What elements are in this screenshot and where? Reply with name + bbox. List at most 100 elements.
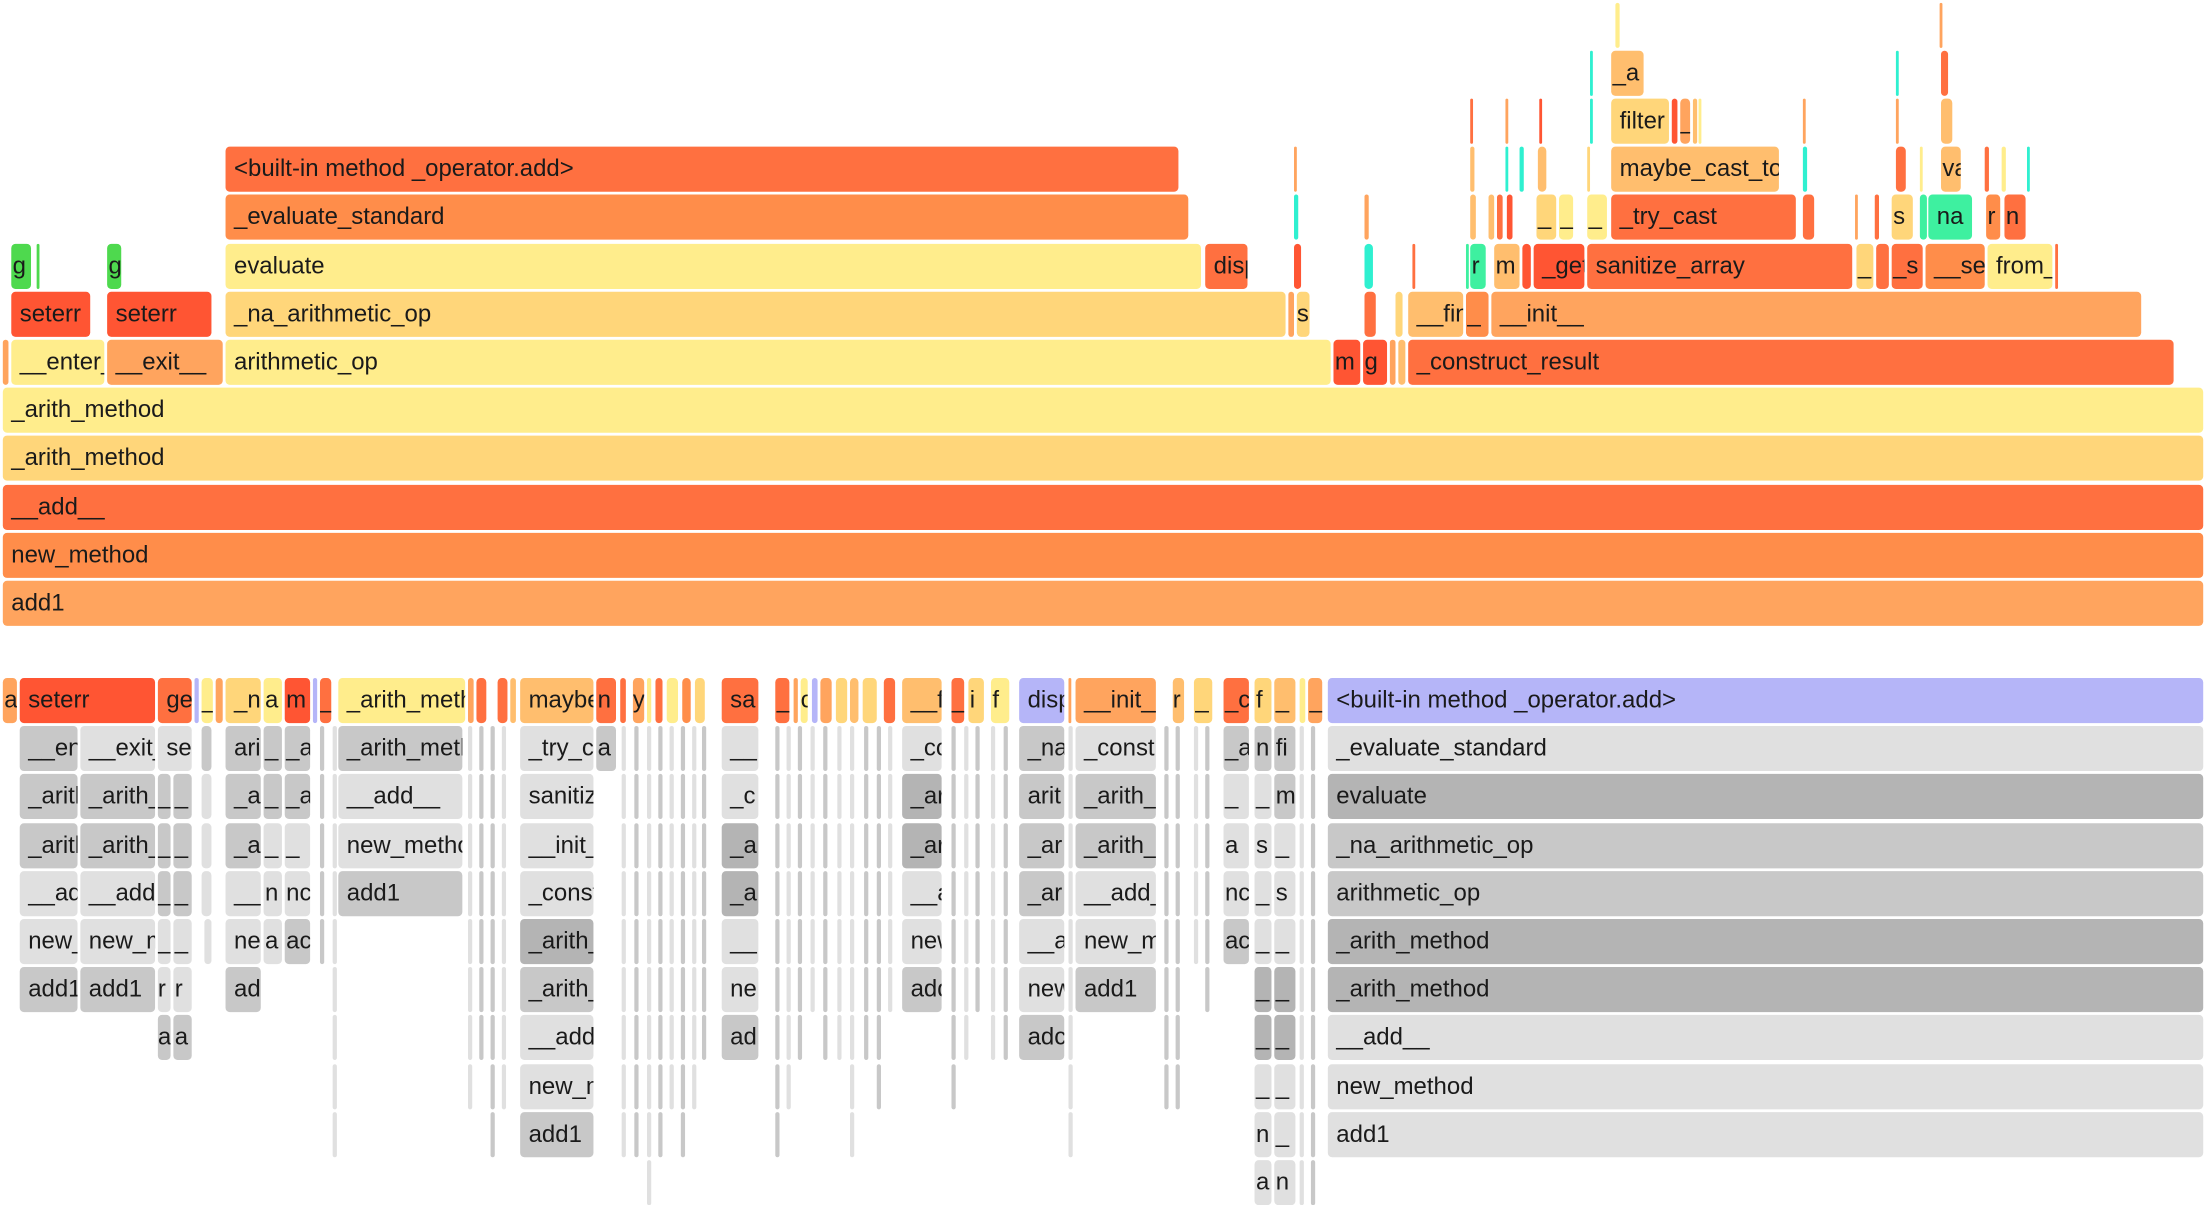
- icicle-frame[interactable]: __: [721, 726, 759, 772]
- icicle-frame[interactable]: _: [263, 774, 282, 820]
- icicle-sliver-frame[interactable]: [621, 726, 626, 772]
- icicle-frame[interactable]: _: [951, 678, 965, 724]
- icicle-sliver-frame[interactable]: [658, 919, 663, 965]
- icicle-sliver-frame[interactable]: [1175, 822, 1180, 868]
- icicle-frame[interactable]: [849, 678, 859, 724]
- flame-frame[interactable]: [2027, 146, 2030, 192]
- icicle-frame[interactable]: [666, 678, 679, 724]
- icicle-sliver-frame[interactable]: [680, 919, 686, 965]
- flame-frame[interactable]: [1874, 195, 1879, 241]
- icicle-sliver-frame[interactable]: [837, 1015, 842, 1061]
- flame-frame[interactable]: n: [2004, 195, 2026, 241]
- icicle-sliver-frame[interactable]: [490, 1111, 495, 1157]
- icicle-sliver-frame[interactable]: [1003, 1015, 1008, 1061]
- icicle-sliver-frame[interactable]: [990, 822, 996, 868]
- icicle-frame[interactable]: _arith_method: [19, 822, 78, 868]
- icicle-sliver-frame[interactable]: [990, 726, 996, 772]
- icicle-sliver-frame[interactable]: [621, 1111, 626, 1157]
- icicle-sliver-frame[interactable]: [658, 774, 663, 820]
- icicle-frame[interactable]: arit: [1019, 774, 1065, 820]
- icicle-sliver-frame[interactable]: [479, 726, 484, 772]
- icicle-sliver-frame[interactable]: [647, 967, 652, 1013]
- icicle-frame[interactable]: _ar: [1019, 822, 1065, 868]
- icicle-frame[interactable]: ne: [721, 967, 759, 1013]
- icicle-frame[interactable]: r: [173, 967, 192, 1013]
- icicle-sliver-frame[interactable]: [658, 1015, 663, 1061]
- flame-frame[interactable]: [1519, 146, 1524, 192]
- icicle-sliver-frame[interactable]: [964, 1015, 969, 1061]
- flame-frame[interactable]: __exit__: [107, 339, 223, 385]
- flame-frame[interactable]: _: [1587, 195, 1607, 241]
- icicle-sliver-frame[interactable]: [501, 1063, 507, 1109]
- flame-frame[interactable]: [1895, 50, 1899, 96]
- icicle-sliver-frame[interactable]: [849, 870, 855, 916]
- icicle-sliver-frame[interactable]: [1299, 967, 1304, 1013]
- icicle-sliver-frame[interactable]: [964, 967, 969, 1013]
- icicle-sliver-frame[interactable]: [975, 870, 980, 916]
- icicle-sliver-frame[interactable]: [964, 919, 969, 965]
- icicle-sliver-frame[interactable]: [501, 726, 507, 772]
- icicle-sliver-frame[interactable]: [849, 1063, 855, 1109]
- icicle-sliver-frame[interactable]: [810, 919, 815, 965]
- icicle-frame[interactable]: _arith_method: [1327, 919, 2204, 965]
- icicle-sliver-frame[interactable]: [701, 822, 707, 868]
- icicle-frame[interactable]: _a: [284, 726, 311, 772]
- icicle-sliver-frame[interactable]: [332, 919, 337, 965]
- icicle-sliver-frame[interactable]: [797, 919, 803, 965]
- flame-frame[interactable]: [1470, 195, 1476, 241]
- flame-frame[interactable]: [1412, 243, 1416, 289]
- icicle-sliver-frame[interactable]: [1175, 967, 1180, 1013]
- icicle-sliver-frame[interactable]: [823, 774, 828, 820]
- flame-frame[interactable]: _evaluate_standard: [225, 195, 1189, 241]
- icicle-frame[interactable]: [1068, 678, 1072, 724]
- icicle-frame[interactable]: __f: [902, 678, 942, 724]
- icicle-sliver-frame[interactable]: [1175, 1063, 1180, 1109]
- flame-frame[interactable]: [2001, 146, 2006, 192]
- icicle-frame[interactable]: [312, 678, 318, 724]
- icicle-frame[interactable]: __init__: [520, 822, 594, 868]
- icicle-sliver-frame[interactable]: [1164, 1063, 1169, 1109]
- flame-frame[interactable]: [1294, 195, 1299, 241]
- flame-frame[interactable]: seterr: [107, 291, 212, 337]
- icicle-sliver-frame[interactable]: [1310, 1160, 1316, 1205]
- icicle-sliver-frame[interactable]: [647, 1111, 652, 1157]
- icicle-sliver-frame[interactable]: [951, 1063, 956, 1109]
- icicle-sliver-frame[interactable]: [864, 774, 869, 820]
- icicle-sliver-frame[interactable]: [701, 774, 707, 820]
- icicle-frame[interactable]: _: [157, 870, 171, 916]
- icicle-sliver-frame[interactable]: [1175, 919, 1180, 965]
- icicle-sliver-frame[interactable]: [669, 967, 674, 1013]
- icicle-sliver-frame[interactable]: [501, 919, 507, 965]
- icicle-frame[interactable]: a: [263, 678, 282, 724]
- icicle-sliver-frame[interactable]: [1299, 822, 1304, 868]
- icicle-sliver-frame[interactable]: [837, 870, 842, 916]
- icicle-sliver-frame[interactable]: [775, 1063, 780, 1109]
- icicle-sliver-frame[interactable]: [621, 1063, 626, 1109]
- icicle-sliver-frame[interactable]: [775, 967, 780, 1013]
- flame-frame[interactable]: _get: [1533, 243, 1585, 289]
- icicle-sliver-frame[interactable]: [775, 822, 780, 868]
- icicle-frame[interactable]: _na: [1019, 726, 1065, 772]
- icicle-sliver-frame[interactable]: [775, 774, 780, 820]
- icicle-sliver-frame[interactable]: [797, 726, 803, 772]
- icicle-sliver-frame[interactable]: [1205, 726, 1210, 772]
- flame-frame[interactable]: [1941, 50, 1949, 96]
- icicle-frame[interactable]: _: [1308, 678, 1323, 724]
- icicle-sliver-frame[interactable]: [876, 919, 881, 965]
- icicle-frame[interactable]: n: [263, 870, 282, 916]
- icicle-frame[interactable]: [476, 678, 487, 724]
- icicle-sliver-frame[interactable]: [1003, 967, 1008, 1013]
- icicle-sliver-frame[interactable]: [797, 774, 803, 820]
- icicle-sliver-frame[interactable]: [692, 919, 697, 965]
- icicle-sliver-frame[interactable]: [876, 822, 881, 868]
- icicle-frame[interactable]: _: [1223, 774, 1249, 820]
- flame-frame[interactable]: r: [1470, 243, 1486, 289]
- icicle-sliver-frame[interactable]: [680, 967, 686, 1013]
- icicle-sliver-frame[interactable]: [621, 919, 626, 965]
- flame-frame[interactable]: filter: [1611, 98, 1669, 144]
- icicle-sliver-frame[interactable]: [1205, 919, 1210, 965]
- flame-frame[interactable]: _: [1559, 195, 1574, 241]
- flame-frame[interactable]: [1364, 195, 1369, 241]
- icicle-frame[interactable]: arithmetic_op: [1327, 870, 2204, 916]
